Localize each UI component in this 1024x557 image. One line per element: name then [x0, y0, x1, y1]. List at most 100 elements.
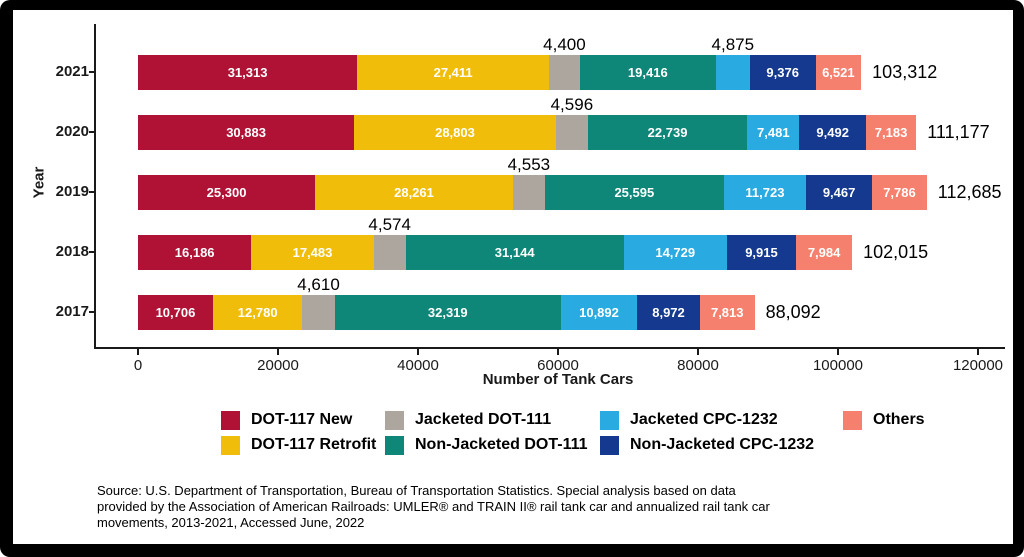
bar-segment-non-jacketed-cpc-1232: 9,915 — [726, 234, 797, 270]
x-tick-label-80000: 80000 — [677, 357, 719, 374]
x-tick-label-40000: 40000 — [397, 357, 439, 374]
x-tick-mark — [417, 349, 419, 355]
bar-segment-dot-117-retrofit: 28,261 — [315, 174, 513, 210]
segment-value-label: 25,595 — [614, 184, 655, 200]
segment-value-label: 9,915 — [745, 244, 778, 260]
segment-value-label: 25,300 — [206, 184, 247, 200]
x-tick-label-60000: 60000 — [537, 357, 579, 374]
segment-value-label: 12,780 — [237, 304, 278, 320]
bar-segment-jacketed-dot-111 — [549, 54, 580, 90]
segment-value-label: 9,376 — [766, 64, 799, 80]
bar-segment-non-jacketed-cpc-1232: 9,376 — [749, 54, 816, 90]
legend-label-others: Others — [873, 411, 925, 428]
bar-segment-dot-117-new: 31,313 — [138, 54, 358, 90]
segment-value-label: 32,319 — [427, 304, 468, 320]
segment-callout-label: 4,596 — [550, 94, 594, 114]
bar-segment-jacketed-cpc-1232: 7,481 — [747, 114, 800, 150]
total-label-2018: 102,015 — [863, 242, 929, 262]
y-tick-mark — [89, 131, 95, 133]
segment-value-label: 22,739 — [647, 124, 688, 140]
y-tick-label-2020: 2020 — [55, 123, 89, 140]
bar-segment-jacketed-dot-111 — [512, 174, 545, 210]
legend-label-jacketed-cpc-1232: Jacketed CPC-1232 — [630, 411, 778, 428]
bar-segment-non-jacketed-dot-111: 31,144 — [405, 234, 624, 270]
segment-value-label: 30,883 — [226, 124, 266, 140]
segment-value-label: 9,467 — [822, 184, 856, 200]
bar-row-2019: 25,300 28,261 25,595 11,723 9,467 7,786 — [138, 174, 927, 210]
bar-segment-dot-117-retrofit: 17,483 — [251, 234, 374, 270]
legend-label-dot-117-new: DOT-117 New — [251, 411, 353, 428]
bar-row-2017: 10,706 12,780 32,319 10,892 8,972 7,813 — [138, 294, 755, 330]
bar-segment-jacketed-dot-111 — [302, 294, 335, 330]
segment-callout-label: 4,875 — [711, 34, 755, 54]
y-tick-mark — [89, 71, 95, 73]
x-tick-mark — [557, 349, 559, 355]
x-tick-mark — [977, 349, 979, 355]
bar-row-2021: 31,313 27,411 19,416 9,376 6,521 — [138, 54, 862, 90]
total-label-2021: 103,312 — [872, 62, 938, 82]
x-tick-mark — [697, 349, 699, 355]
legend-label-non-jacketed-cpc-1232: Non-Jacketed CPC-1232 — [630, 436, 815, 453]
y-tick-label-2021: 2021 — [55, 63, 89, 80]
bar-segment-non-jacketed-dot-111: 22,739 — [587, 114, 748, 150]
legend-label-jacketed-dot-111: Jacketed DOT-111 — [415, 411, 552, 428]
segment-value-label: 9,492 — [816, 124, 849, 140]
total-label-2019: 112,685 — [937, 182, 1002, 202]
legend-item-jacketed-cpc-1232: Jacketed CPC-1232 — [600, 410, 843, 430]
bar-segment-dot-117-new: 10,706 — [138, 294, 213, 330]
bar-segment-jacketed-cpc-1232: 14,729 — [623, 234, 727, 270]
bar-segment-jacketed-dot-111 — [373, 234, 406, 270]
total-label-2017: 88,092 — [765, 302, 821, 322]
legend-item-non-jacketed-cpc-1232: Non-Jacketed CPC-1232 — [600, 435, 843, 455]
bar-segment-dot-117-new: 25,300 — [138, 174, 316, 210]
x-tick-label-0: 0 — [133, 357, 143, 374]
legend-swatch-dot-117-new — [221, 410, 240, 430]
y-tick-mark — [89, 311, 95, 313]
bar-segment-others: 7,183 — [865, 114, 917, 150]
x-tick-label-20000: 20000 — [257, 357, 299, 374]
bar-segment-dot-117-new: 30,883 — [138, 114, 355, 150]
segment-callout-label: 4,553 — [507, 154, 551, 174]
bar-segment-dot-117-retrofit: 27,411 — [357, 54, 550, 90]
legend-swatch-dot-117-retrofit — [221, 435, 240, 455]
bar-segment-others: 7,813 — [699, 294, 755, 330]
chart-canvas: 2021 31,313 27,411 19,416 9,376 6,521 4,400 4,8… — [13, 10, 1013, 544]
bar-segment-non-jacketed-dot-111: 19,416 — [579, 54, 716, 90]
legend-swatch-jacketed-cpc-1232 — [600, 410, 619, 430]
segment-value-label: 14,729 — [655, 244, 696, 260]
legend-label-dot-117-retrofit: DOT-117 Retrofit — [251, 436, 377, 453]
legend-label-non-jacketed-dot-111: Non-Jacketed DOT-111 — [415, 436, 588, 453]
segment-value-label: 6,521 — [822, 64, 855, 80]
segment-value-label: 16,186 — [174, 244, 215, 260]
segment-value-label: 19,416 — [627, 64, 668, 80]
legend-item-non-jacketed-dot-111: Non-Jacketed DOT-111 — [385, 435, 600, 455]
bar-segment-jacketed-cpc-1232: 11,723 — [723, 174, 806, 210]
bar-segment-dot-117-retrofit: 28,803 — [354, 114, 556, 150]
bar-segment-others: 7,984 — [796, 234, 853, 270]
x-tick-mark — [137, 349, 139, 355]
segment-value-label: 31,144 — [494, 244, 535, 260]
segment-callout-label: 4,574 — [368, 214, 411, 234]
segment-value-label: 7,183 — [874, 124, 908, 140]
bar-row-2018: 16,186 17,483 31,144 14,729 9,915 7,984 — [138, 234, 853, 270]
bar-segment-non-jacketed-dot-111: 32,319 — [334, 294, 561, 330]
y-axis-line — [94, 24, 96, 349]
bar-segment-non-jacketed-cpc-1232: 9,492 — [799, 114, 866, 150]
segment-value-label: 10,706 — [155, 304, 196, 320]
y-tick-label-2018: 2018 — [55, 243, 89, 260]
legend-item-dot-117-retrofit: DOT-117 Retrofit — [221, 435, 385, 455]
legend-item-dot-117-new: DOT-117 New — [221, 410, 385, 430]
y-tick-label-2019: 2019 — [55, 183, 89, 200]
y-axis-title: Year — [30, 166, 48, 199]
segment-value-label: 10,892 — [579, 304, 619, 320]
segment-value-label: 7,984 — [807, 244, 841, 260]
segment-value-label: 7,786 — [883, 184, 916, 200]
x-tick-mark — [837, 349, 839, 355]
y-tick-mark — [89, 251, 95, 253]
bar-segment-jacketed-cpc-1232: 10,892 — [560, 294, 638, 330]
legend-swatch-non-jacketed-dot-111 — [385, 435, 404, 455]
segment-callout-label: 4,610 — [297, 274, 340, 294]
bar-row-2020: 30,883 28,803 22,739 7,481 9,492 7,183 — [138, 114, 917, 150]
segment-value-label: 7,813 — [710, 304, 744, 320]
